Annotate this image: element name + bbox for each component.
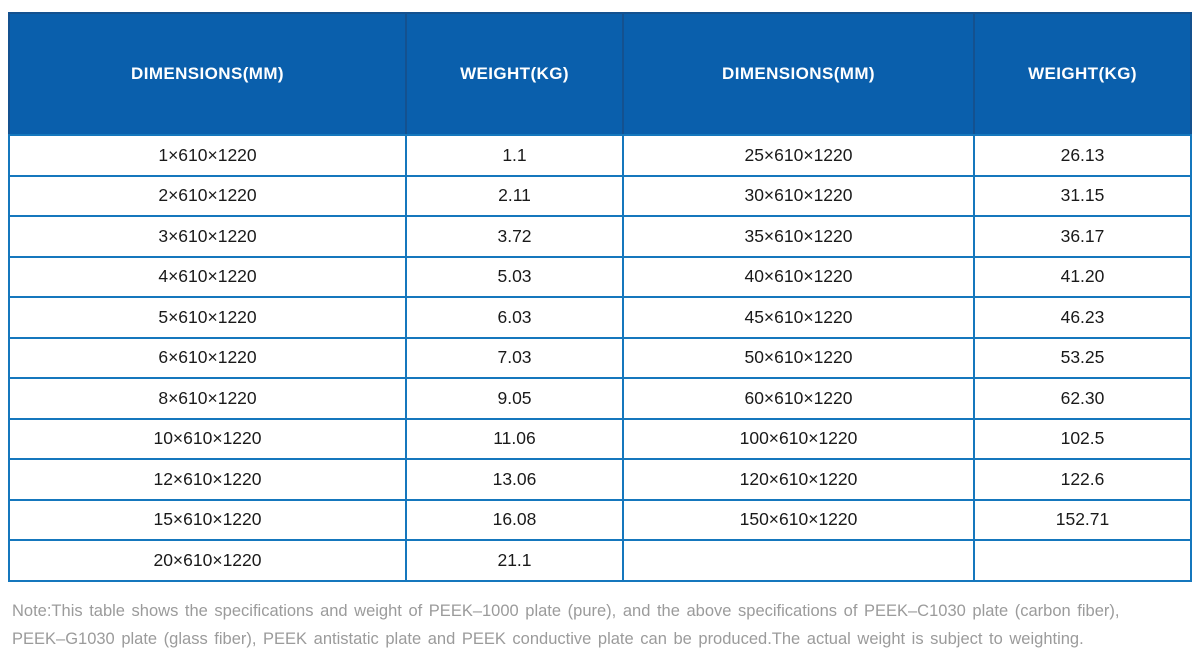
- weight-cell: 152.71: [973, 498, 1192, 541]
- weight-cell: 7.03: [405, 336, 624, 379]
- dimensions-cell: 40×610×1220: [622, 255, 975, 298]
- peek-plate-spec-table: DIMENSIONS(MM) WEIGHT(KG) DIMENSIONS(MM)…: [8, 12, 1192, 582]
- weight-cell: [973, 539, 1192, 582]
- table-row: 12×610×1220 13.06 120×610×1220 122.6: [8, 458, 1192, 501]
- note-line-2: PEEK–G1030 plate (glass fiber), PEEK ant…: [12, 629, 1084, 648]
- dimensions-cell: 8×610×1220: [8, 377, 407, 420]
- header-dimensions-left: DIMENSIONS(MM): [8, 12, 407, 136]
- weight-cell: 6.03: [405, 296, 624, 339]
- weight-cell: 62.30: [973, 377, 1192, 420]
- table-row: 3×610×1220 3.72 35×610×1220 36.17: [8, 215, 1192, 258]
- dimensions-cell: 4×610×1220: [8, 255, 407, 298]
- note-text: Note:This table shows the specifications…: [12, 597, 1190, 648]
- weight-cell: 21.1: [405, 539, 624, 582]
- weight-cell: 1.1: [405, 134, 624, 177]
- table-row: 15×610×1220 16.08 150×610×1220 152.71: [8, 498, 1192, 541]
- weight-cell: 102.5: [973, 417, 1192, 460]
- table-row: 8×610×1220 9.05 60×610×1220 62.30: [8, 377, 1192, 420]
- dimensions-cell: 6×610×1220: [8, 336, 407, 379]
- dimensions-cell: 5×610×1220: [8, 296, 407, 339]
- weight-cell: 122.6: [973, 458, 1192, 501]
- dimensions-cell: 3×610×1220: [8, 215, 407, 258]
- weight-cell: 31.15: [973, 174, 1192, 217]
- header-dimensions-right: DIMENSIONS(MM): [622, 12, 975, 136]
- header-row: DIMENSIONS(MM) WEIGHT(KG) DIMENSIONS(MM)…: [8, 12, 1192, 136]
- weight-cell: 11.06: [405, 417, 624, 460]
- table-row: 6×610×1220 7.03 50×610×1220 53.25: [8, 336, 1192, 379]
- dimensions-cell: 10×610×1220: [8, 417, 407, 460]
- dimensions-cell: 60×610×1220: [622, 377, 975, 420]
- table-row: 20×610×1220 21.1: [8, 539, 1192, 582]
- weight-cell: 3.72: [405, 215, 624, 258]
- weight-cell: 41.20: [973, 255, 1192, 298]
- table-row: 5×610×1220 6.03 45×610×1220 46.23: [8, 296, 1192, 339]
- dimensions-cell: 120×610×1220: [622, 458, 975, 501]
- dimensions-cell: 50×610×1220: [622, 336, 975, 379]
- dimensions-cell: 30×610×1220: [622, 174, 975, 217]
- dimensions-cell: 15×610×1220: [8, 498, 407, 541]
- table-row: 1×610×1220 1.1 25×610×1220 26.13: [8, 134, 1192, 177]
- weight-cell: 2.11: [405, 174, 624, 217]
- weight-cell: 16.08: [405, 498, 624, 541]
- table-row: 2×610×1220 2.11 30×610×1220 31.15: [8, 174, 1192, 217]
- weight-cell: 46.23: [973, 296, 1192, 339]
- header-weight-left: WEIGHT(KG): [405, 12, 624, 136]
- dimensions-cell: 20×610×1220: [8, 539, 407, 582]
- table-row: 4×610×1220 5.03 40×610×1220 41.20: [8, 255, 1192, 298]
- dimensions-cell: 1×610×1220: [8, 134, 407, 177]
- weight-cell: 5.03: [405, 255, 624, 298]
- header-weight-right: WEIGHT(KG): [973, 12, 1192, 136]
- weight-cell: 26.13: [973, 134, 1192, 177]
- weight-cell: 36.17: [973, 215, 1192, 258]
- weight-cell: 9.05: [405, 377, 624, 420]
- weight-cell: 53.25: [973, 336, 1192, 379]
- table-row: 10×610×1220 11.06 100×610×1220 102.5: [8, 417, 1192, 460]
- dimensions-cell: 100×610×1220: [622, 417, 975, 460]
- weight-cell: 13.06: [405, 458, 624, 501]
- dimensions-cell: [622, 539, 975, 582]
- dimensions-cell: 2×610×1220: [8, 174, 407, 217]
- dimensions-cell: 45×610×1220: [622, 296, 975, 339]
- dimensions-cell: 12×610×1220: [8, 458, 407, 501]
- dimensions-cell: 35×610×1220: [622, 215, 975, 258]
- note-line-1: Note:This table shows the specifications…: [12, 601, 1120, 620]
- dimensions-cell: 150×610×1220: [622, 498, 975, 541]
- dimensions-cell: 25×610×1220: [622, 134, 975, 177]
